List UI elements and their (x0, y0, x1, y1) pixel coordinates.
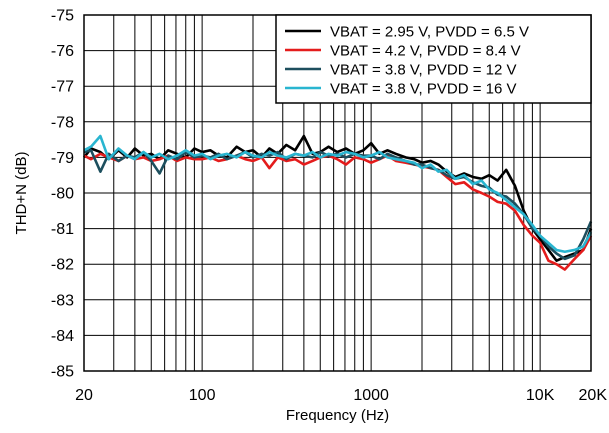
y-tick-label: -75 (51, 8, 74, 25)
series-lines (82, 134, 593, 271)
y-tick-label: -83 (51, 292, 74, 309)
y-tick-label: -79 (51, 150, 74, 167)
y-tick-label: -80 (51, 186, 74, 203)
x-axis-tick-labels: 20 100 1000 10K 20K (75, 387, 607, 404)
y-tick-label: -77 (51, 79, 74, 96)
x-axis-title: Frequency (Hz) (286, 407, 389, 424)
y-tick-label: -82 (51, 257, 74, 274)
y-tick-label: -78 (51, 114, 74, 131)
series-line (83, 134, 593, 254)
x-tick-label: 100 (189, 387, 216, 404)
series-line (83, 148, 593, 261)
legend-box (275, 14, 592, 104)
y-tick-label: -81 (51, 221, 74, 238)
legend-label: VBAT = 3.8 V, PVDD = 12 V (330, 62, 517, 79)
legend-label: VBAT = 2.95 V, PVDD = 6.5 V (330, 24, 529, 41)
x-tick-label: 10K (526, 387, 555, 404)
legend-label: VBAT = 4.2 V, PVDD = 8.4 V (330, 43, 521, 60)
legend: VBAT = 2.95 V, PVDD = 6.5 V VBAT = 4.2 V,… (275, 14, 592, 104)
x-tick-label: 20 (75, 387, 93, 404)
series-line (82, 134, 593, 262)
x-tick-label: 20K (579, 387, 608, 404)
x-tick-label: 1000 (353, 387, 389, 404)
y-tick-label: -85 (51, 364, 74, 381)
legend-label: VBAT = 3.8 V, PVDD = 16 V (330, 81, 517, 98)
y-tick-label: -84 (51, 328, 74, 345)
y-tick-label: -76 (51, 43, 74, 60)
y-axis-title: THD+N (dB) (13, 152, 30, 235)
y-axis-tick-labels: -75 -76 -77 -78 -79 -80 -81 -82 -83 -84 -85 (51, 8, 74, 381)
